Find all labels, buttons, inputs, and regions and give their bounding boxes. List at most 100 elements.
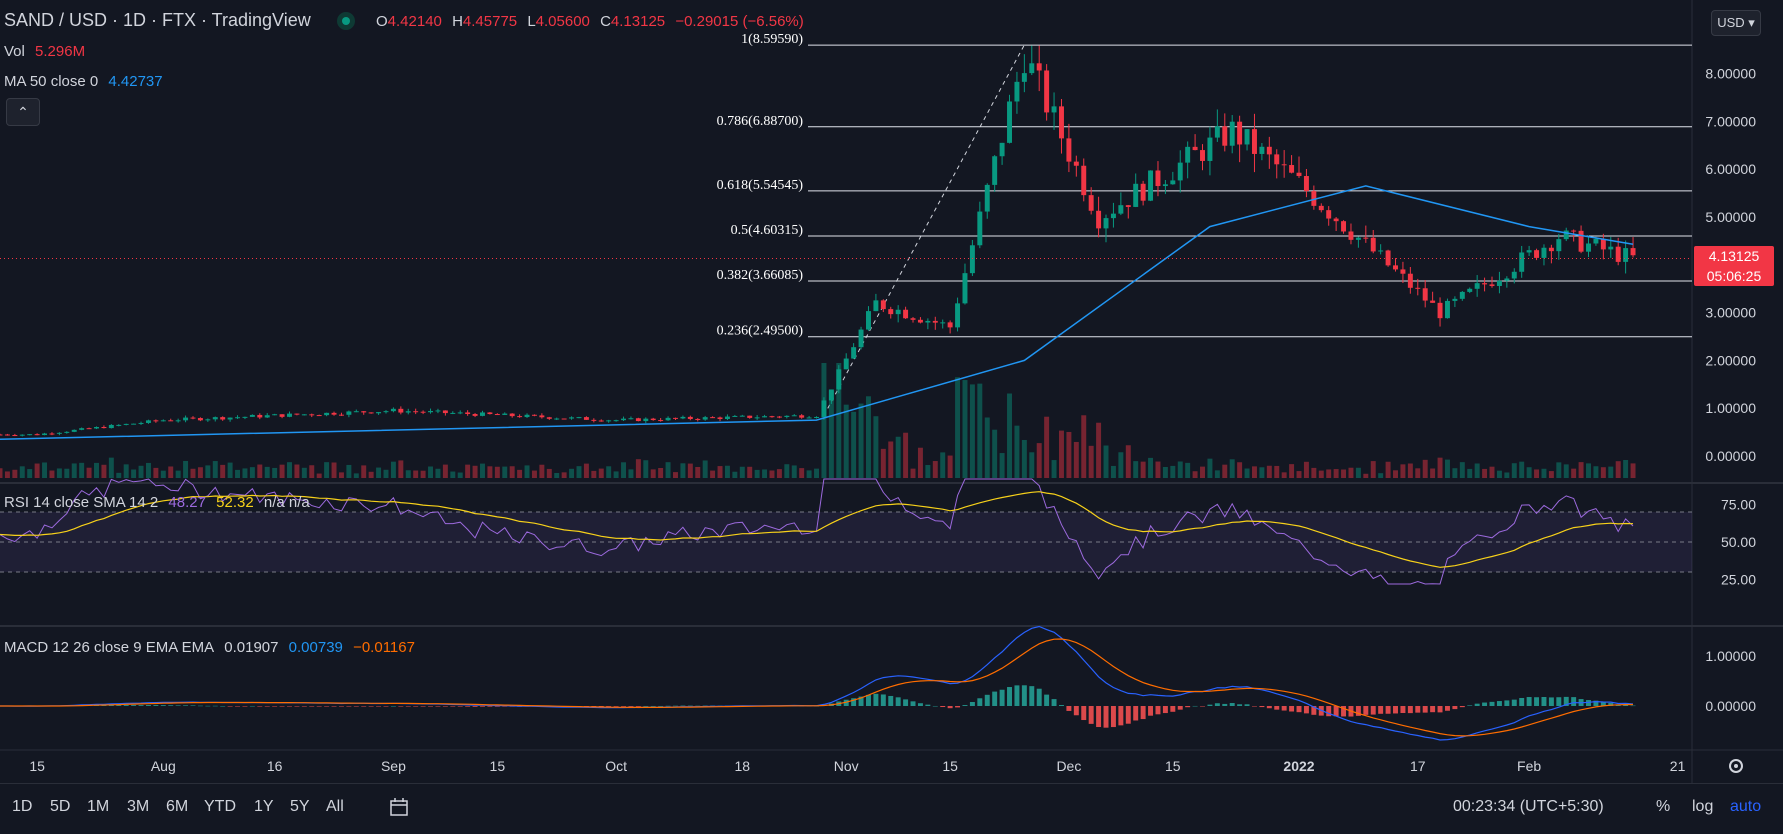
macd-histogram-bar: [1355, 706, 1361, 716]
candle-body: [1266, 146, 1272, 155]
timeframe-1y[interactable]: 1Y: [254, 798, 274, 815]
macd-histogram-bar: [1110, 706, 1116, 728]
timeframe-5d[interactable]: 5D: [50, 798, 71, 815]
volume-bar: [116, 472, 122, 478]
candle-body: [814, 416, 819, 418]
candle-body: [27, 434, 33, 436]
volume-bar: [895, 436, 901, 478]
price-axis-tick: 6.00000: [1705, 161, 1756, 177]
volume-bar: [56, 468, 62, 478]
volume-bar: [1185, 462, 1191, 478]
volume-bar: [569, 468, 575, 478]
macd-histogram-bar: [249, 705, 255, 707]
macd-histogram-bar: [1519, 697, 1525, 706]
volume-legend[interactable]: Vol 5.296M: [4, 43, 91, 60]
volume-bar: [546, 468, 552, 478]
rsi-legend[interactable]: RSI 14 close SMA 14 2 48.27 52.32 n/a n/…: [4, 494, 316, 511]
macd-legend[interactable]: MACD 12 26 close 9 EMA EMA 0.01907 0.007…: [4, 639, 421, 656]
macd-histogram-bar: [1504, 700, 1510, 706]
time-axis-tick: 18: [735, 758, 751, 774]
volume-bar: [1259, 467, 1265, 478]
candle-body: [1593, 238, 1599, 244]
volume-bar: [910, 468, 916, 478]
volume-bar: [331, 462, 337, 478]
macd-histogram-bar: [257, 706, 263, 707]
macd-histogram-bar: [1296, 706, 1302, 713]
time-axis-tick: Aug: [151, 758, 176, 774]
macd-histogram-bar: [1066, 706, 1072, 711]
candle-body: [1073, 161, 1079, 166]
macd-histogram-bar: [1437, 706, 1443, 713]
volume-bar: [836, 363, 842, 478]
macd-histogram-bar: [1630, 705, 1636, 707]
candle-body: [732, 415, 738, 417]
timeframe-6m[interactable]: 6M: [166, 798, 189, 815]
volume-bar: [1333, 469, 1339, 478]
candle-body: [999, 142, 1005, 157]
candle-body: [947, 322, 953, 328]
candle-body: [376, 412, 382, 414]
candle-body: [1274, 154, 1280, 165]
macd-histogram-bar: [932, 705, 938, 707]
gear-hub: [1734, 764, 1738, 768]
macd-histogram-bar: [1289, 706, 1295, 712]
ma-legend[interactable]: MA 50 close 0 4.42737: [4, 73, 169, 90]
candle-body: [1437, 302, 1443, 319]
candle-body: [294, 413, 300, 415]
volume-bar: [324, 462, 330, 478]
volume-bar: [724, 465, 730, 478]
candle-body: [398, 408, 404, 413]
rsi-sma-line: [0, 491, 1634, 568]
macd-histogram-bar: [969, 702, 975, 706]
timeframe-1m[interactable]: 1M: [87, 798, 110, 815]
volume-bar: [235, 469, 241, 478]
macd-histogram-bar: [235, 706, 241, 707]
volume-bar: [153, 467, 159, 478]
volume-bar: [717, 466, 723, 478]
calendar-range-icon[interactable]: [388, 796, 410, 818]
macd-histogram-bar: [1073, 706, 1079, 716]
timeframe-ytd[interactable]: YTD: [204, 798, 236, 815]
volume-bar: [1058, 430, 1064, 478]
timeframe-5y[interactable]: 5Y: [290, 798, 310, 815]
volume-bar: [851, 411, 857, 478]
volume-bar: [776, 469, 782, 478]
volume-bar: [1496, 470, 1502, 478]
candle-body: [739, 415, 745, 417]
chevron-up-icon: ⌃: [17, 104, 29, 120]
macd-histogram-bar: [279, 706, 285, 707]
macd-histogram-bar: [1051, 699, 1057, 706]
volume-bar: [1303, 461, 1309, 478]
price-chart[interactable]: 98.000007.000006.000005.000004.000003.00…: [0, 0, 1783, 783]
volume-bar: [1548, 471, 1554, 478]
auto-scale-toggle[interactable]: auto: [1730, 798, 1762, 815]
collapse-legend-button[interactable]: ⌃: [6, 98, 40, 126]
candle-body: [1459, 291, 1465, 299]
timeframe-1d[interactable]: 1D: [12, 798, 33, 815]
macd-histogram-bar: [1541, 696, 1547, 706]
candle-body: [42, 433, 48, 436]
timeframe-3m[interactable]: 3M: [127, 798, 150, 815]
macd-histogram-bar: [1415, 706, 1421, 713]
log-scale-toggle[interactable]: log: [1692, 798, 1714, 815]
symbol-title[interactable]: SAND / USD · 1D · FTX · TradingView: [4, 10, 311, 30]
currency-select[interactable]: USD ▾: [1711, 10, 1761, 36]
candle-body: [1311, 191, 1317, 206]
clock-timezone[interactable]: 00:23:34 (UTC+5:30): [1453, 798, 1604, 815]
percent-scale-toggle[interactable]: %: [1656, 798, 1671, 815]
volume-bar: [287, 462, 292, 478]
macd-histogram-bar: [1118, 706, 1124, 726]
candle-body: [405, 411, 411, 413]
candle-body: [235, 417, 241, 419]
macd-histogram-bar: [1467, 705, 1473, 706]
macd-histogram-bar: [1489, 701, 1495, 706]
candle-body: [487, 412, 493, 415]
volume-bar: [197, 467, 203, 478]
volume-bar: [1348, 467, 1354, 478]
macd-histogram-bar: [353, 706, 359, 707]
timeframe-all[interactable]: All: [326, 798, 344, 815]
settings-gear-icon[interactable]: [1729, 759, 1743, 773]
macd-histogram-bar: [338, 706, 344, 707]
macd-histogram-bar: [1125, 706, 1131, 724]
candle-body: [858, 329, 864, 348]
